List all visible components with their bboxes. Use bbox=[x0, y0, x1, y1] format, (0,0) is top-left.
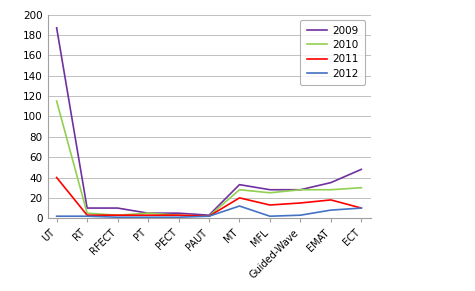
2012 bbox=[237, 204, 242, 208]
2012 bbox=[297, 214, 303, 217]
2010 bbox=[267, 191, 273, 194]
2009 bbox=[54, 26, 59, 30]
2009 bbox=[328, 181, 334, 184]
2009 bbox=[176, 211, 181, 215]
2010 bbox=[145, 211, 151, 215]
2009 bbox=[115, 206, 121, 210]
Line: 2010: 2010 bbox=[57, 101, 361, 216]
2011 bbox=[145, 214, 151, 217]
Line: 2009: 2009 bbox=[57, 28, 361, 215]
2011 bbox=[297, 201, 303, 205]
Legend: 2009, 2010, 2011, 2012: 2009, 2010, 2011, 2012 bbox=[300, 20, 365, 85]
2012 bbox=[115, 215, 121, 219]
2010 bbox=[206, 214, 212, 218]
2010 bbox=[237, 188, 242, 191]
2012 bbox=[54, 214, 59, 218]
2012 bbox=[359, 206, 364, 210]
2012 bbox=[206, 214, 212, 218]
2010 bbox=[328, 188, 334, 191]
2011 bbox=[84, 214, 90, 217]
2009 bbox=[359, 168, 364, 171]
2011 bbox=[54, 176, 59, 179]
2012 bbox=[84, 214, 90, 218]
2010 bbox=[115, 214, 121, 217]
2011 bbox=[206, 214, 212, 218]
2011 bbox=[237, 196, 242, 200]
2010 bbox=[359, 186, 364, 189]
2010 bbox=[297, 188, 303, 191]
2010 bbox=[54, 100, 59, 103]
2012 bbox=[267, 214, 273, 218]
2010 bbox=[84, 211, 90, 215]
Line: 2011: 2011 bbox=[57, 178, 361, 216]
2009 bbox=[267, 188, 273, 191]
2012 bbox=[328, 208, 334, 212]
2009 bbox=[145, 211, 151, 215]
2011 bbox=[267, 203, 273, 207]
2009 bbox=[206, 214, 212, 217]
2011 bbox=[359, 206, 364, 210]
Line: 2012: 2012 bbox=[57, 206, 361, 217]
2009 bbox=[237, 183, 242, 187]
2010 bbox=[176, 214, 181, 217]
2012 bbox=[176, 215, 181, 219]
2011 bbox=[328, 198, 334, 202]
2011 bbox=[115, 214, 121, 217]
2009 bbox=[84, 206, 90, 210]
2009 bbox=[297, 188, 303, 191]
2011 bbox=[176, 214, 181, 217]
2012 bbox=[145, 215, 151, 219]
